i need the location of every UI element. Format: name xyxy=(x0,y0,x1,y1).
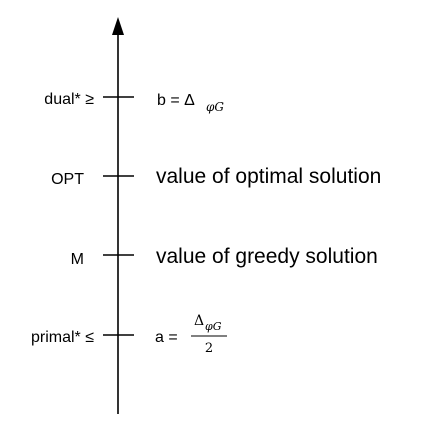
label-primal-bound: primal* ≤ xyxy=(31,329,94,346)
fraction-denominator: 2 xyxy=(205,341,213,356)
label-a-equals: a = xyxy=(155,329,178,346)
label-m: M xyxy=(71,251,84,268)
label-optimal-value: value of optimal solution xyxy=(156,165,381,188)
label-dual-bound: dual* ≥ xyxy=(44,91,94,108)
label-b-equals-delta: b = Δ xyxy=(157,92,195,109)
label-greedy-value: value of greedy solution xyxy=(156,245,378,268)
label-opt: OPT xyxy=(51,171,84,188)
label-b-subscript: φG xyxy=(206,100,224,114)
fraction-numerator-subscript: φG xyxy=(205,320,222,333)
fraction-numerator: Δ xyxy=(194,313,204,329)
axis-arrow-icon xyxy=(112,17,124,35)
